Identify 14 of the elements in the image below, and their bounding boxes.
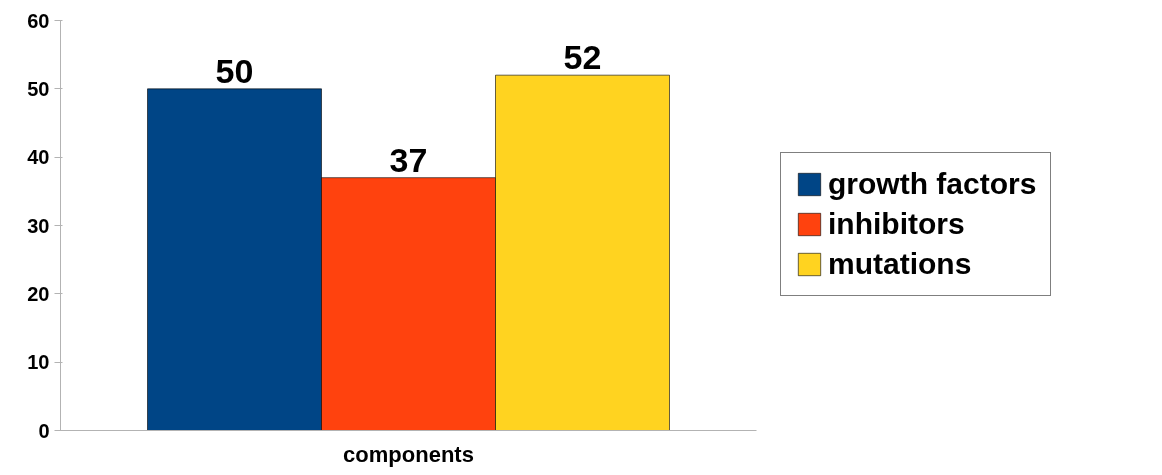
y-tick-label: 20	[27, 282, 50, 305]
legend-label: inhibitors	[828, 207, 965, 241]
legend-label: growth factors	[828, 167, 1037, 201]
data-label: 37	[389, 140, 428, 179]
y-tick-label: 10	[27, 351, 50, 374]
data-label: 50	[215, 51, 254, 90]
y-tick-label: 30	[27, 214, 50, 237]
y-tick-label: 50	[27, 77, 50, 100]
y-tick-label: 40	[27, 146, 50, 169]
x-tick-label: components	[343, 441, 474, 467]
y-tick-label: 60	[27, 9, 50, 32]
legend-label: mutations	[828, 247, 972, 281]
data-label: 52	[563, 38, 602, 77]
y-tick-label: 0	[38, 419, 50, 442]
